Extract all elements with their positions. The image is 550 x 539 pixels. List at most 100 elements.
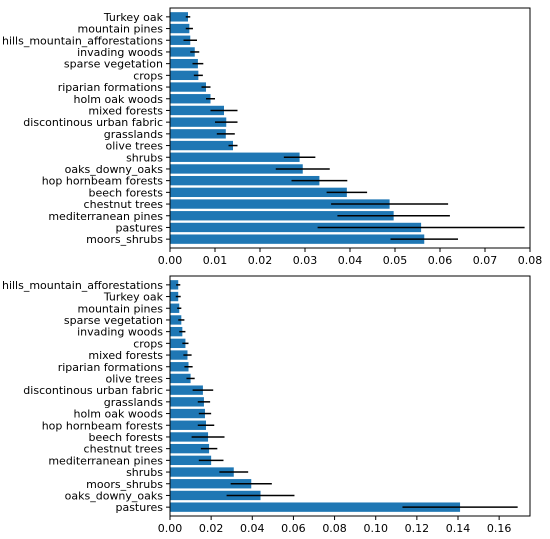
x-tick-label: 0.08 [518,254,543,267]
y-tick-label: grasslands [104,128,163,141]
bar [170,23,190,34]
y-tick-label: riparian formations [58,361,164,374]
y-tick-label: hills_mountain_afforestations [2,279,163,292]
y-tick-label: Turkey oak [103,11,164,24]
y-tick-label: mixed forests [88,104,163,117]
y-tick-label: pastures [115,501,163,514]
bar [170,326,183,337]
y-tick-label: sparse vegetation [64,58,163,71]
bar [170,479,252,489]
y-tick-label: mixed forests [88,349,163,362]
bar [170,234,425,244]
bar [170,432,209,442]
y-tick-label: moors_shrubs [86,478,163,491]
x-tick-label: 0.05 [383,254,408,267]
y-tick-label: beech forests [89,431,164,444]
x-tick-label: 0.01 [203,254,228,267]
y-tick-label: shrubs [126,466,163,479]
bar [170,199,390,209]
y-tick-label: chestnut trees [84,198,164,211]
bar [170,408,205,419]
x-tick-label: 0.06 [281,522,306,535]
y-tick-label: sparse vegetation [64,314,163,327]
bar [170,443,210,454]
x-tick-label: 0.14 [446,522,471,535]
bar [170,152,300,162]
x-tick-label: 0.06 [428,254,453,267]
x-tick-label: 0.02 [248,254,273,267]
bar [170,35,191,45]
bar [170,12,188,22]
bar [170,490,261,501]
bar [170,338,186,349]
bar [170,420,206,430]
bar [170,222,422,233]
y-tick-label: invading woods [77,326,163,339]
x-tick-label: 0.10 [363,522,388,535]
x-tick-label: 0.00 [158,254,183,267]
y-tick-label: pastures [115,221,163,234]
y-tick-label: riparian formations [58,81,164,94]
bar [170,70,199,81]
bar [170,373,191,384]
y-tick-label: oaks_downy_oaks [65,489,164,502]
y-tick-label: hills_mountain_afforestations [2,34,163,47]
x-tick-label: 0.07 [473,254,498,267]
x-tick-label: 0.16 [487,522,512,535]
x-tick-label: 0.04 [240,522,265,535]
bar [170,47,195,57]
bar [170,350,188,360]
y-tick-label: hop hornbeam forests [42,419,164,432]
y-tick-label: hop hornbeam forests [42,175,164,188]
bar [170,502,461,512]
bar [170,164,303,174]
y-tick-label: mountain pines [78,302,164,315]
bar [170,303,180,313]
x-tick-label: 0.02 [199,522,224,535]
bar [170,455,212,466]
y-tick-label: discontinous urban fabric [23,384,163,397]
y-tick-label: crops [133,337,163,350]
bar [170,291,179,302]
bar [170,82,206,92]
bar [170,105,224,116]
y-tick-label: holm oak woods [74,93,164,106]
y-tick-label: mountain pines [78,23,164,36]
bar [170,140,233,151]
y-tick-label: oaks_downy_oaks [65,163,164,176]
y-tick-label: olive trees [106,140,164,153]
bar [170,385,203,395]
x-tick-label: 0.08 [322,522,347,535]
bar [170,467,234,477]
bar [170,58,198,69]
y-tick-label: moors_shrubs [86,233,163,246]
axes-frame [169,275,531,517]
y-tick-label: mediterranean pines [48,454,163,467]
y-tick-label: chestnut trees [84,443,164,456]
y-tick-label: grasslands [104,396,163,409]
bar [170,315,182,325]
x-tick-label: 0.00 [158,522,183,535]
x-tick-label: 0.12 [405,522,430,535]
bar [170,129,226,139]
y-tick-label: beech forests [89,186,164,199]
y-tick-label: crops [133,69,163,82]
bar [170,362,189,372]
y-tick-label: shrubs [126,151,163,164]
bar [170,94,211,104]
x-tick-label: 0.03 [293,254,318,267]
bar [170,117,227,127]
y-tick-label: mediterranean pines [48,210,163,223]
y-tick-label: olive trees [106,372,164,385]
x-tick-label: 0.04 [338,254,363,267]
y-tick-label: holm oak woods [74,408,164,421]
y-tick-label: Turkey oak [103,291,164,304]
bar [170,175,320,186]
bar [170,187,347,198]
bar [170,211,394,221]
bar [170,397,204,407]
y-tick-label: invading woods [77,46,163,59]
